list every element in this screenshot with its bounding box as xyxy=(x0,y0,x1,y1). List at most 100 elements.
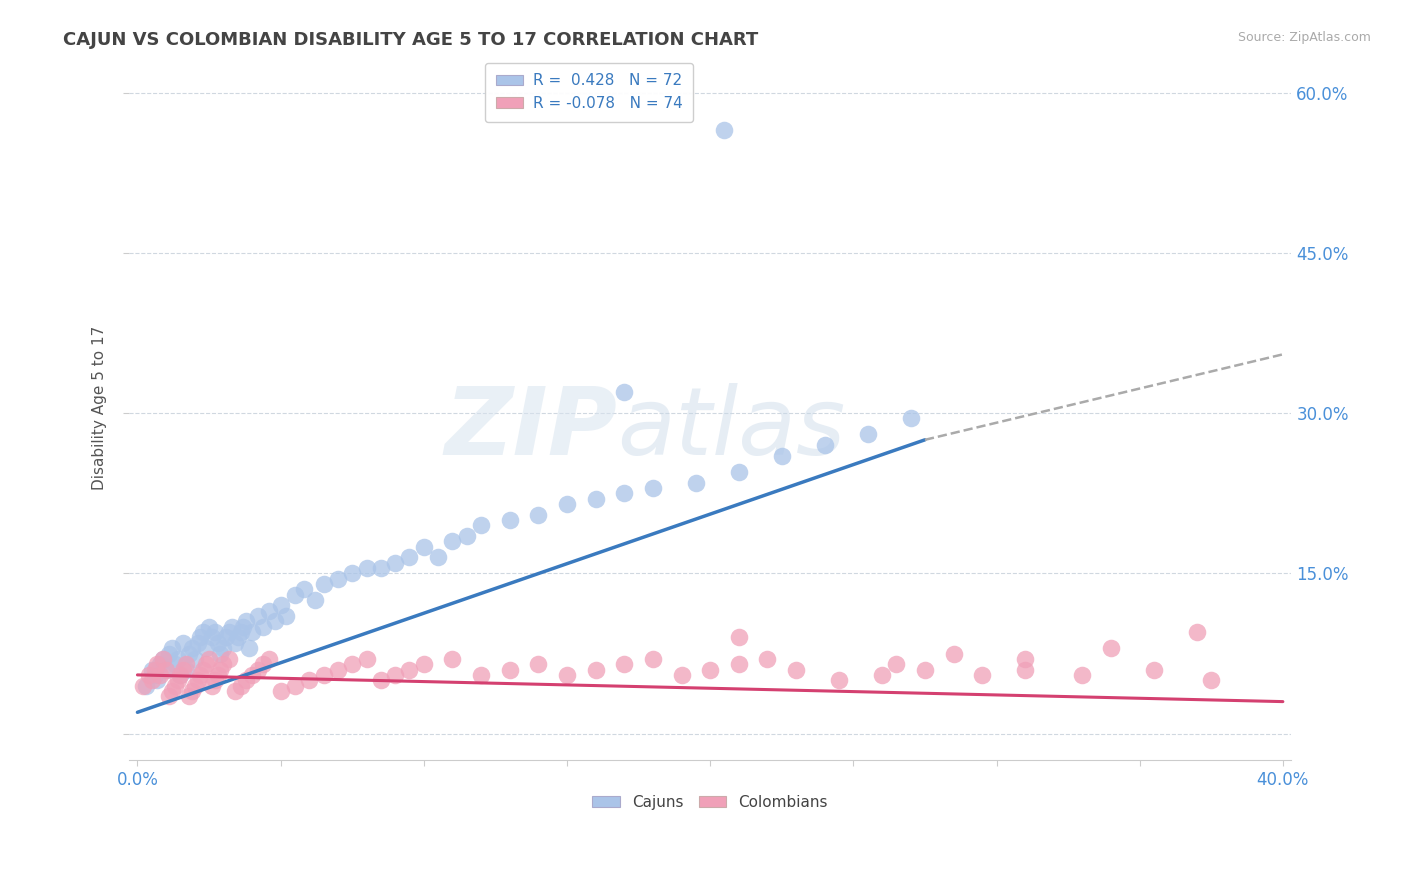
Point xyxy=(204,625,226,640)
Point xyxy=(785,663,807,677)
Point xyxy=(172,636,194,650)
Text: ZIP: ZIP xyxy=(444,383,617,475)
Point xyxy=(585,491,607,506)
Point xyxy=(914,663,936,677)
Point xyxy=(284,679,307,693)
Point xyxy=(207,668,229,682)
Point xyxy=(193,663,215,677)
Point xyxy=(884,657,907,672)
Point xyxy=(613,384,636,399)
Point xyxy=(174,657,197,672)
Point xyxy=(1201,673,1223,688)
Point xyxy=(190,668,212,682)
Point xyxy=(499,513,522,527)
Point xyxy=(187,673,209,688)
Point xyxy=(180,684,202,698)
Point xyxy=(470,518,492,533)
Text: atlas: atlas xyxy=(617,384,845,475)
Y-axis label: Disability Age 5 to 17: Disability Age 5 to 17 xyxy=(93,326,107,490)
Point xyxy=(218,652,240,666)
Point xyxy=(1071,668,1094,682)
Point xyxy=(356,561,378,575)
Point xyxy=(163,657,186,672)
Point xyxy=(900,411,922,425)
Point xyxy=(499,663,522,677)
Point xyxy=(264,615,287,629)
Point xyxy=(146,673,169,688)
Point xyxy=(727,657,749,672)
Point xyxy=(727,631,749,645)
Point xyxy=(240,625,263,640)
Point xyxy=(298,673,321,688)
Point xyxy=(143,668,166,682)
Point xyxy=(1014,652,1036,666)
Point xyxy=(370,673,392,688)
Point xyxy=(166,652,188,666)
Point xyxy=(224,684,246,698)
Point xyxy=(195,657,218,672)
Point xyxy=(198,620,221,634)
Point xyxy=(157,647,180,661)
Point xyxy=(252,620,274,634)
Point xyxy=(555,668,578,682)
Point xyxy=(240,668,263,682)
Point xyxy=(441,652,464,666)
Point xyxy=(229,679,252,693)
Point xyxy=(727,465,749,479)
Point xyxy=(257,604,280,618)
Point xyxy=(326,663,349,677)
Point xyxy=(370,561,392,575)
Point xyxy=(132,679,155,693)
Point xyxy=(180,641,202,656)
Point xyxy=(226,631,249,645)
Point xyxy=(141,663,163,677)
Point xyxy=(195,641,218,656)
Point xyxy=(342,657,364,672)
Point xyxy=(527,657,550,672)
Point xyxy=(613,486,636,500)
Point xyxy=(326,572,349,586)
Point xyxy=(183,652,205,666)
Point xyxy=(1185,625,1208,640)
Point xyxy=(146,657,169,672)
Point xyxy=(713,123,735,137)
Point xyxy=(312,668,335,682)
Point xyxy=(342,566,364,581)
Point xyxy=(152,652,174,666)
Point xyxy=(427,550,450,565)
Point xyxy=(246,663,269,677)
Point xyxy=(252,657,274,672)
Point xyxy=(141,673,163,688)
Point xyxy=(169,668,191,682)
Point xyxy=(201,631,224,645)
Text: Source: ZipAtlas.com: Source: ZipAtlas.com xyxy=(1237,31,1371,45)
Point xyxy=(942,647,965,661)
Point xyxy=(270,684,292,698)
Point xyxy=(160,684,183,698)
Point xyxy=(198,652,221,666)
Point xyxy=(177,647,200,661)
Legend: Cajuns, Colombians: Cajuns, Colombians xyxy=(586,789,834,816)
Point xyxy=(163,679,186,693)
Point xyxy=(229,625,252,640)
Point xyxy=(174,663,197,677)
Point xyxy=(555,497,578,511)
Point xyxy=(155,663,177,677)
Point xyxy=(238,641,260,656)
Point xyxy=(212,641,235,656)
Point xyxy=(177,690,200,704)
Point xyxy=(270,599,292,613)
Text: CAJUN VS COLOMBIAN DISABILITY AGE 5 TO 17 CORRELATION CHART: CAJUN VS COLOMBIAN DISABILITY AGE 5 TO 1… xyxy=(63,31,758,49)
Point xyxy=(232,620,254,634)
Point xyxy=(276,609,298,624)
Point xyxy=(398,663,420,677)
Point xyxy=(685,475,707,490)
Point xyxy=(143,663,166,677)
Point xyxy=(312,577,335,591)
Point xyxy=(870,668,893,682)
Point xyxy=(304,593,326,607)
Point xyxy=(149,668,172,682)
Point xyxy=(470,668,492,682)
Point xyxy=(356,652,378,666)
Point xyxy=(209,647,232,661)
